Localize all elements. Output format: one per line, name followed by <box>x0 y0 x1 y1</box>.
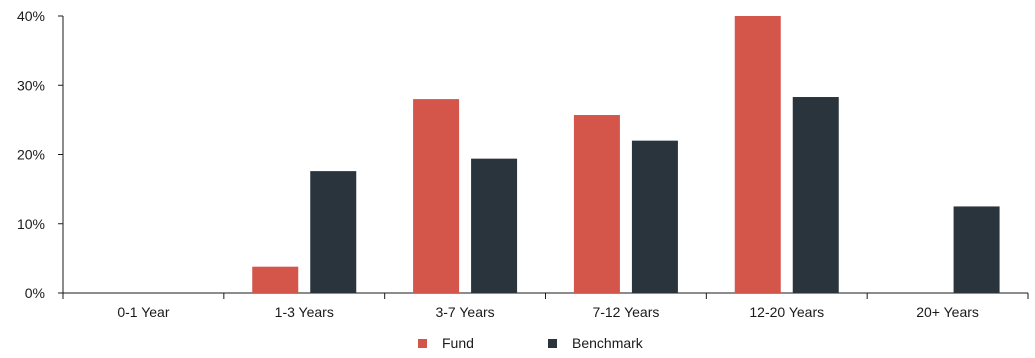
bars <box>252 16 999 293</box>
legend-label-fund: Fund <box>442 335 474 351</box>
bar-benchmark-20-years <box>954 206 1000 293</box>
x-axis: 0-1 Year 1-3 Years 3-7 Years 7-12 Years 12-2… <box>63 293 1028 320</box>
bar-benchmark-12-20-years <box>793 97 839 293</box>
y-tick-label: 0% <box>25 285 45 301</box>
y-tick-label: 10% <box>17 216 45 232</box>
y-tick-label: 30% <box>17 77 45 93</box>
x-tick-label: 7-12 Years <box>592 304 659 320</box>
y-tick-label: 40% <box>17 8 45 24</box>
bar-benchmark-3-7-years <box>471 159 517 293</box>
y-tick-label: 20% <box>17 147 45 163</box>
bar-fund-12-20-years <box>735 16 781 293</box>
bar-fund-1-3-years <box>252 267 298 293</box>
legend: Fund Benchmark <box>418 335 644 351</box>
bar-benchmark-1-3-years <box>310 171 356 293</box>
x-tick-label: 20+ Years <box>916 304 979 320</box>
legend-swatch-benchmark <box>548 339 557 348</box>
y-axis: 0% 10% 20% 30% 40% <box>17 8 63 301</box>
legend-label-benchmark: Benchmark <box>572 335 644 351</box>
bar-fund-7-12-years <box>574 115 620 293</box>
x-tick-label: 1-3 Years <box>275 304 334 320</box>
x-tick-label: 0-1 Year <box>117 304 169 320</box>
x-tick-label: 12-20 Years <box>749 304 824 320</box>
bar-fund-3-7-years <box>413 99 459 293</box>
legend-swatch-fund <box>418 339 427 348</box>
bar-benchmark-7-12-years <box>632 141 678 293</box>
x-tick-label: 3-7 Years <box>435 304 494 320</box>
